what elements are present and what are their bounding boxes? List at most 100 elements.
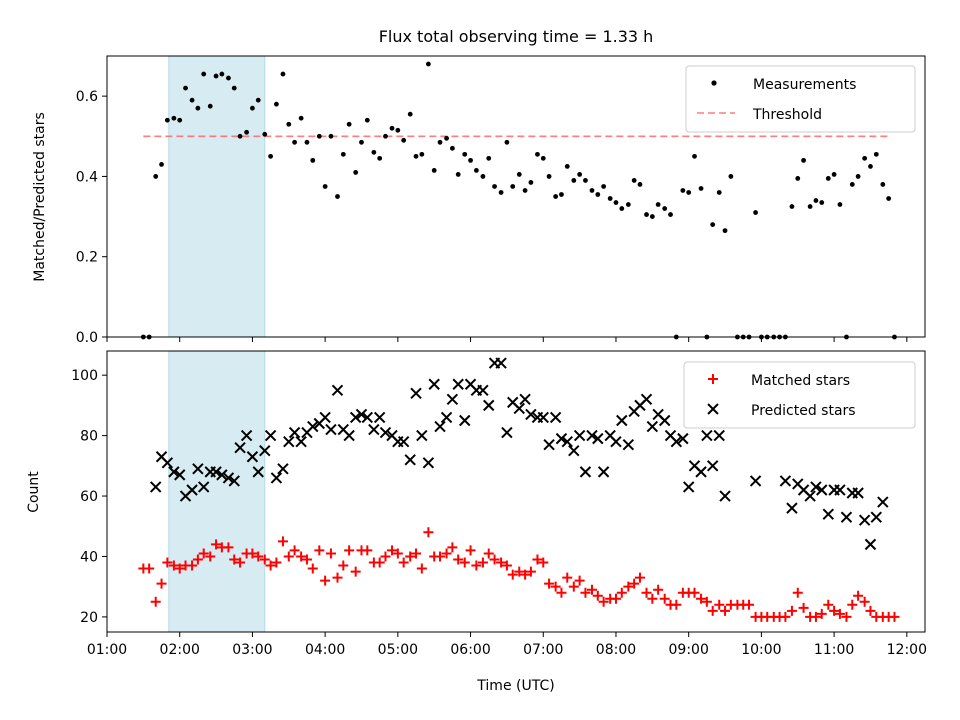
measurement-point-82: [637, 182, 643, 187]
measurement-point-87: [668, 212, 673, 217]
predicted-point-92: [706, 460, 719, 472]
matched-point-68: [550, 581, 561, 592]
matched-point-51: [447, 542, 458, 553]
bottom-xtick-label-2: 03:00: [232, 642, 272, 658]
predicted-point-87: [677, 432, 689, 445]
predicted-point-16: [246, 451, 259, 463]
measurement-point-60: [504, 139, 510, 145]
matched-point-44: [405, 551, 416, 562]
measurement-point-3: [159, 161, 164, 167]
predicted-point-110: [864, 538, 877, 551]
predicted-point-66: [549, 411, 562, 424]
matched-point-120: [865, 605, 876, 616]
top-y-axis-label: Matched/Predicted stars: [32, 112, 48, 282]
measurement-point-45: [413, 153, 419, 159]
predicted-point-7: [192, 463, 204, 475]
matched-point-14: [223, 542, 234, 553]
measurement-point-47: [425, 61, 431, 67]
measurement-point-12: [213, 73, 219, 79]
predicted-point-82: [646, 420, 659, 433]
predicted-point-57: [495, 357, 507, 369]
measurement-point-44: [407, 111, 413, 117]
matched-point-64: [525, 566, 536, 577]
measurement-point-16: [237, 133, 243, 139]
matched-point-42: [392, 548, 403, 559]
bottom-xtick-label-1: 02:00: [160, 642, 200, 658]
top-legend: Measurements Threshold: [685, 65, 916, 133]
predicted-point-106: [840, 511, 853, 523]
predicted-point-70: [573, 429, 586, 442]
measurement-point-67: [546, 174, 552, 179]
matched-point-25: [289, 545, 300, 556]
measurement-point-81: [631, 178, 637, 183]
measurement-point-71: [571, 178, 577, 183]
measurement-point-18: [250, 105, 255, 111]
measurement-point-79: [619, 206, 625, 211]
predicted-point-12: [222, 472, 235, 484]
top-ytick-label-2: 0.4: [76, 169, 98, 185]
measurement-point-38: [371, 149, 377, 155]
matched-point-112: [816, 608, 827, 619]
predicted-point-101: [810, 481, 822, 493]
matched-point-117: [847, 599, 858, 610]
predicted-point-36: [368, 423, 380, 436]
matched-point-55: [471, 560, 482, 571]
bottom-ytick-label-1: 40: [80, 549, 98, 565]
measurement-point-13: [219, 71, 225, 77]
matched-point-4: [162, 557, 173, 568]
matched-point-84: [647, 593, 658, 604]
predicted-point-42: [404, 454, 416, 466]
matched-point-49: [435, 551, 446, 562]
bottom-legend-box: [683, 361, 916, 429]
matched-point-34: [344, 545, 355, 556]
bottom-xtick-label-3: 04:00: [305, 642, 345, 658]
predicted-point-64: [537, 411, 549, 424]
matched-point-8: [187, 560, 198, 571]
legend-predicted-label: Predicted stars: [751, 403, 856, 419]
matched-point-12: [211, 539, 222, 550]
measurement-point-115: [837, 202, 843, 207]
predicted-point-26: [307, 420, 319, 433]
matched-point-46: [416, 563, 427, 574]
predicted-point-28: [319, 411, 331, 424]
measurement-point-46: [419, 151, 425, 157]
measurement-point-62: [516, 172, 522, 177]
predicted-point-13: [228, 475, 240, 487]
top-legend-box: [685, 65, 916, 133]
matched-point-70: [562, 572, 573, 583]
measurement-point-8: [189, 97, 195, 103]
matched-point-115: [834, 608, 845, 619]
measurement-point-29: [316, 133, 322, 139]
predicted-point-0: [150, 481, 162, 493]
top-ytick-label-0: 0.0: [76, 330, 98, 346]
measurement-point-41: [389, 125, 395, 131]
measurement-point-114: [831, 172, 837, 177]
measurement-point-80: [625, 202, 631, 207]
bottom-shaded-interval: [168, 350, 266, 633]
bottom-ytick-label-0: 20: [80, 610, 98, 626]
matched-point-41: [387, 545, 398, 556]
predicted-point-54: [477, 384, 489, 396]
predicted-point-45: [422, 457, 435, 469]
matched-point-96: [720, 605, 731, 616]
measurement-point-53: [462, 151, 468, 157]
measurement-point-40: [383, 133, 388, 139]
matched-point-33: [338, 560, 349, 571]
matched-point-56: [477, 557, 488, 568]
matched-point-19: [253, 551, 264, 562]
predicted-point-38: [379, 426, 392, 439]
matched-point-93: [701, 596, 712, 607]
measurement-point-48: [431, 168, 437, 173]
predicted-point-46: [428, 378, 440, 390]
matched-point-37: [362, 545, 373, 556]
predicted-point-10: [210, 466, 222, 478]
measurement-point-9: [195, 105, 201, 111]
matched-point-91: [689, 587, 700, 598]
predicted-point-96: [779, 475, 792, 487]
matched-point-111: [810, 611, 821, 622]
measurement-point-43: [401, 137, 407, 143]
matched-point-60: [501, 560, 512, 571]
matched-point-116: [841, 611, 852, 622]
predicted-point-22: [283, 435, 295, 448]
predicted-point-50: [452, 378, 464, 390]
